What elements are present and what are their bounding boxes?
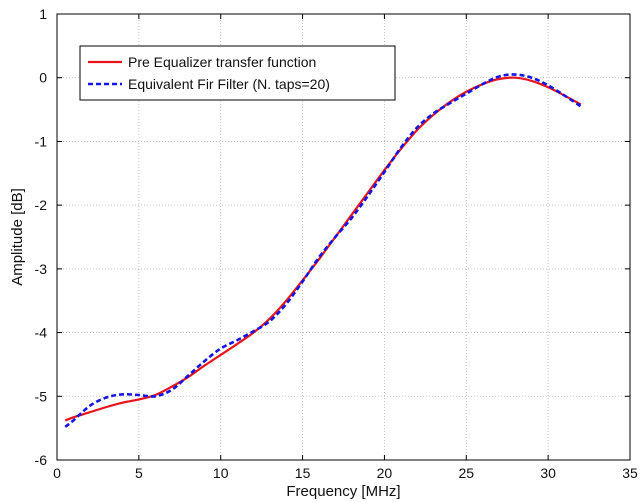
series-line-1 bbox=[64, 76, 582, 422]
plot-frame bbox=[56, 13, 631, 461]
x-tick-label: 20 bbox=[377, 465, 393, 481]
y-tick-label: 1 bbox=[39, 6, 47, 22]
legend-label-2: Equivalent Fir Filter (N. taps=20) bbox=[128, 76, 330, 92]
y-tick-label: -4 bbox=[35, 325, 48, 341]
y-tick-label: 0 bbox=[39, 70, 47, 86]
y-tick-label: -5 bbox=[35, 388, 48, 404]
x-tick-label: 25 bbox=[458, 465, 474, 481]
legend: Pre Equalizer transfer function Equivalen… bbox=[79, 45, 396, 101]
y-tick-label: -2 bbox=[35, 197, 48, 213]
x-tick-label: 5 bbox=[135, 465, 143, 481]
x-tick-label: 35 bbox=[622, 465, 638, 481]
series-layer bbox=[64, 73, 582, 428]
x-tick-label: 30 bbox=[540, 465, 556, 481]
y-tick-label: -6 bbox=[35, 452, 48, 468]
x-tick-label: 15 bbox=[295, 465, 311, 481]
series-line-2 bbox=[64, 73, 582, 428]
y-tick-label: -3 bbox=[35, 261, 48, 277]
legend-box bbox=[79, 45, 396, 101]
legend-label-1: Pre Equalizer transfer function bbox=[128, 54, 316, 70]
y-tick-label: -1 bbox=[35, 133, 48, 149]
x-tick-label: 0 bbox=[53, 465, 61, 481]
x-axis-label: Frequency [MHz] bbox=[286, 483, 400, 500]
x-tick-label: 10 bbox=[213, 465, 229, 481]
y-axis-label: Amplitude [dB] bbox=[9, 188, 26, 286]
